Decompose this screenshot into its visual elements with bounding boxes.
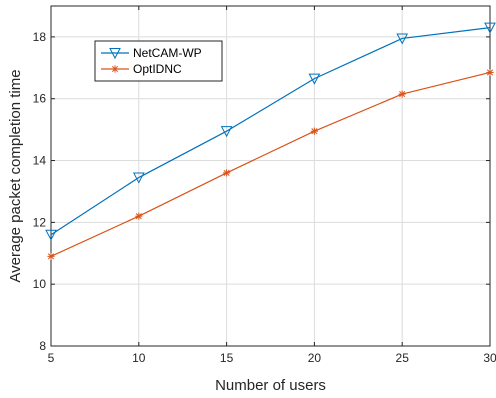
y-tick-label: 14	[33, 154, 47, 168]
series-group	[45, 22, 496, 260]
legend-entry-label: NetCAM-WP	[133, 46, 202, 60]
x-tick-label: 30	[483, 351, 496, 365]
y-axis-label: Average packet completion time	[7, 69, 24, 282]
triangle-marker	[109, 48, 121, 60]
asterisk-marker	[135, 212, 143, 220]
legend-box	[94, 40, 223, 82]
asterisk-marker	[47, 252, 55, 260]
y-tick-label: 16	[33, 92, 47, 106]
series-line-0	[50, 27, 491, 236]
y-tick-label: 12	[33, 215, 47, 229]
triangle-marker	[308, 73, 321, 85]
x-tick-label: 10	[132, 351, 146, 365]
x-tick-label: 20	[308, 351, 322, 365]
x-axis-label: Number of users	[215, 377, 326, 394]
legend-entry-label: OptIDNC	[133, 62, 182, 76]
y-tick-label: 18	[33, 30, 47, 44]
asterisk-marker	[310, 127, 318, 135]
triangle-marker	[484, 22, 496, 34]
asterisk-marker	[486, 68, 494, 77]
asterisk-marker	[111, 65, 119, 73]
series-line-1	[50, 71, 491, 257]
y-tick-label: 8	[39, 339, 46, 353]
asterisk-marker	[398, 90, 406, 98]
x-tick-label: 25	[396, 351, 410, 365]
triangle-marker	[220, 126, 233, 138]
x-tick-label: 5	[48, 351, 55, 365]
y-tick-label: 10	[33, 277, 47, 291]
triangle-marker	[132, 172, 145, 184]
legend: NetCAM-WP OptIDNC	[94, 40, 223, 82]
axis-ticks: 5 10 15 20 25 30 8 10 12 14 16 18	[33, 6, 496, 365]
triangle-marker	[396, 33, 409, 45]
plot-area-frame	[50, 5, 491, 347]
asterisk-marker	[223, 169, 231, 177]
triangle-marker	[45, 229, 57, 241]
x-tick-label: 15	[220, 351, 234, 365]
